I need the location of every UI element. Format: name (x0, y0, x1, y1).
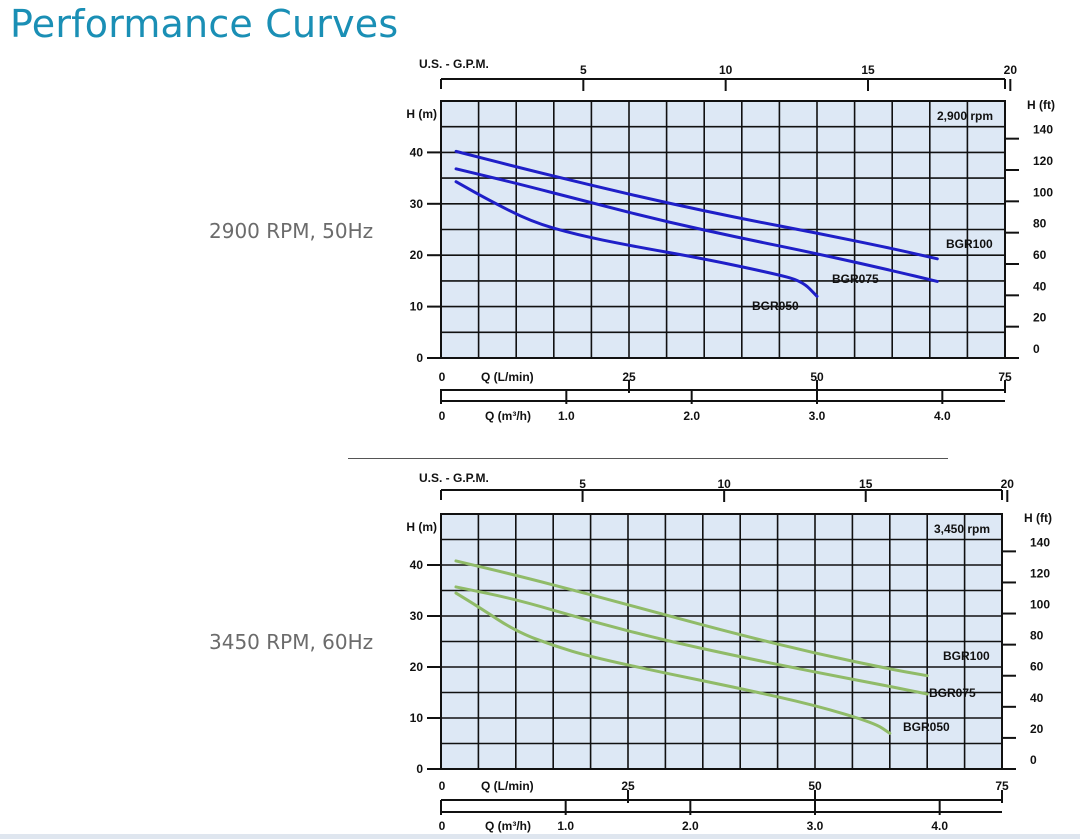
lmin-tick-label: 25 (621, 779, 635, 793)
rpm-note: 3,450 rpm (934, 522, 990, 536)
y-tick-label-m: 40 (410, 145, 424, 159)
m3h-axis-label: Q (m³/h) (485, 819, 531, 833)
gpm-tick-label: 10 (717, 477, 731, 491)
m3h-tick-label: 3.0 (807, 819, 824, 833)
y-tick-label-ft: 0 (1030, 753, 1037, 767)
y-tick-label-ft: 20 (1033, 311, 1047, 325)
series-line-bgr100 (454, 149, 939, 261)
y-tick-label-ft: 80 (1030, 629, 1044, 643)
m3h-tick-label: 0 (439, 409, 446, 423)
y-tick-label-ft: 100 (1030, 598, 1050, 612)
series-label-bgr050: BGR050 (752, 299, 799, 313)
y-tick-label-ft: 0 (1033, 342, 1040, 356)
y-tick-label-ft: 20 (1030, 722, 1044, 736)
m3h-tick-label: 4.0 (934, 409, 951, 423)
gpm-tick-label: 15 (861, 63, 875, 77)
m3h-tick-label: 3.0 (809, 409, 826, 423)
m3h-tick-label: 2.0 (683, 409, 700, 423)
lmin-tick-label: 75 (998, 370, 1012, 384)
bottom-strip (0, 834, 1080, 839)
m3h-tick-label: 4.0 (931, 819, 948, 833)
y-tick-label-m: 0 (416, 762, 423, 776)
y-tick-label-m: 0 (416, 351, 423, 365)
y-axis-label-ft: H (ft) (1024, 511, 1052, 525)
series-label-bgr075: BGR075 (929, 686, 976, 700)
m3h-tick-label: 1.0 (558, 409, 575, 423)
series-label-bgr050: BGR050 (903, 720, 950, 734)
page-title: Performance Curves (10, 2, 399, 46)
y-tick-label-ft: 100 (1033, 185, 1053, 199)
gpm-tick-label: 5 (579, 477, 586, 491)
gpm-tick-label: 10 (719, 63, 733, 77)
series-line-bgr075 (454, 167, 939, 283)
y-tick-label-m: 20 (410, 248, 424, 262)
y-tick-label-m: 10 (410, 300, 424, 314)
lmin-tick-label: 50 (808, 779, 822, 793)
y-tick-label-ft: 80 (1033, 217, 1047, 231)
series-label-bgr100: BGR100 (943, 649, 990, 663)
m3h-tick-label: 2.0 (682, 819, 699, 833)
series-line-bgr050 (454, 180, 819, 298)
panel-divider (348, 458, 948, 459)
gpm-tick-label: 20 (1001, 477, 1015, 491)
y-tick-label-m: 20 (410, 660, 424, 674)
gpm-axis-label: U.S. - G.P.M. (419, 471, 489, 485)
gpm-tick-label: 5 (580, 63, 587, 77)
m3h-axis-label: Q (m³/h) (485, 409, 531, 423)
y-tick-label-ft: 120 (1033, 154, 1053, 168)
lmin-axis-label: Q (L/min) (481, 779, 534, 793)
y-tick-label-m: 10 (410, 711, 424, 725)
y-tick-label-ft: 120 (1030, 566, 1050, 580)
y-axis-label-m: H (m) (406, 107, 437, 121)
gpm-tick-label: 15 (859, 477, 873, 491)
y-tick-label-m: 30 (410, 197, 424, 211)
lmin-tick-label: 75 (995, 779, 1009, 793)
series-label-bgr100: BGR100 (946, 237, 993, 251)
lmin-axis-label: Q (L/min) (481, 370, 534, 384)
y-tick-label-ft: 40 (1030, 691, 1044, 705)
lmin-tick-label: 25 (622, 370, 636, 384)
panel-label-50hz: 2900 RPM, 50Hz (209, 219, 374, 243)
series-line-bgr075 (454, 585, 929, 696)
rpm-note: 2,900 rpm (937, 109, 993, 123)
lmin-tick-label: 0 (439, 370, 446, 384)
gpm-tick-label: 20 (1004, 63, 1018, 77)
m3h-tick-label: 0 (439, 819, 446, 833)
y-tick-label-m: 40 (410, 558, 424, 572)
y-tick-label-ft: 140 (1030, 535, 1050, 549)
lmin-tick-label: 0 (439, 779, 446, 793)
y-tick-label-ft: 40 (1033, 279, 1047, 293)
series-line-bgr100 (454, 559, 929, 678)
y-tick-label-m: 30 (410, 609, 424, 623)
panel-label-60hz: 3450 RPM, 60Hz (209, 630, 374, 654)
series-line-bgr050 (454, 591, 892, 735)
y-axis-label-ft: H (ft) (1027, 98, 1055, 112)
series-label-bgr075: BGR075 (832, 272, 879, 286)
y-tick-label-ft: 60 (1030, 660, 1044, 674)
m3h-tick-label: 1.0 (557, 819, 574, 833)
y-tick-label-ft: 140 (1033, 123, 1053, 137)
y-tick-label-ft: 60 (1033, 248, 1047, 262)
lmin-tick-label: 50 (810, 370, 824, 384)
gpm-axis-label: U.S. - G.P.M. (419, 57, 489, 71)
y-axis-label-m: H (m) (406, 520, 437, 534)
